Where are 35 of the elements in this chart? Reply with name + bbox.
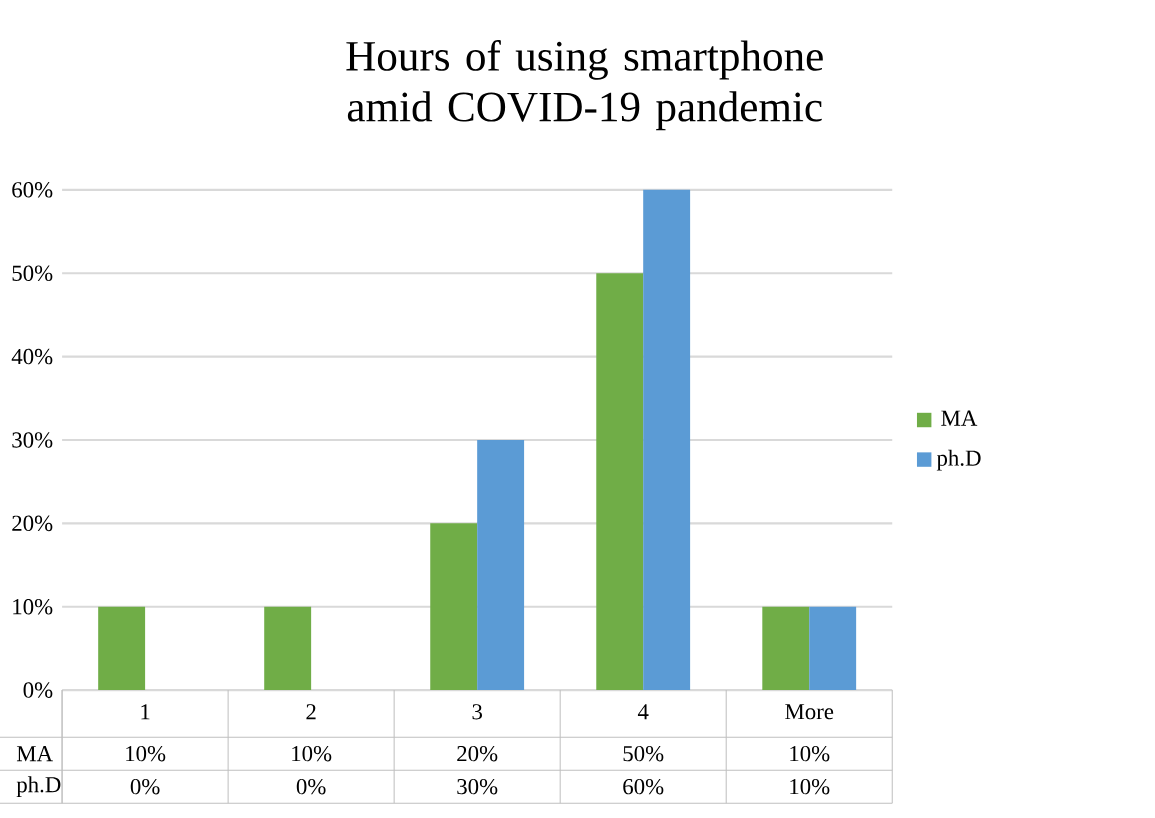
data-label: 50% <box>623 745 664 762</box>
y-tick-label: 30% <box>12 432 53 448</box>
x-tick-label: More <box>785 704 834 720</box>
data-label: 10% <box>126 745 166 762</box>
x-tick-label: 4 <box>637 704 649 720</box>
legend-label: ph.D <box>936 449 981 471</box>
chart-title: Hours of using smartphone amid COVID-19 pandemic <box>346 40 823 131</box>
y-tick-label: 60% <box>12 182 53 198</box>
bar <box>477 440 525 691</box>
x-tick-label: 3 <box>472 704 482 720</box>
bar <box>809 606 857 691</box>
bar <box>430 523 478 691</box>
y-tick-label: 40% <box>11 348 53 365</box>
text: MA <box>16 746 53 762</box>
data-label: 20% <box>457 745 498 762</box>
data-label: 0% <box>130 778 160 795</box>
x-tick-label: 2 <box>306 704 316 720</box>
bar <box>98 606 146 691</box>
data-label: 60% <box>623 778 664 795</box>
y-tick-label: 0% <box>23 682 53 698</box>
data-label: 10% <box>790 778 830 795</box>
bar <box>264 606 312 691</box>
y-tick-label: 10% <box>13 599 53 615</box>
data-label: 10% <box>790 745 830 762</box>
text: ph.D <box>16 776 61 798</box>
bar <box>596 273 644 691</box>
bar <box>643 189 691 691</box>
data-label: 30% <box>457 778 498 795</box>
legend-label: MA <box>941 410 978 426</box>
x-tick-label: 1 <box>141 704 150 720</box>
data-label: 10% <box>292 745 332 762</box>
y-tick-label: 50% <box>12 265 53 282</box>
y-tick-label: 20% <box>12 515 53 532</box>
bar <box>762 606 810 691</box>
data-label: 0% <box>296 778 326 795</box>
